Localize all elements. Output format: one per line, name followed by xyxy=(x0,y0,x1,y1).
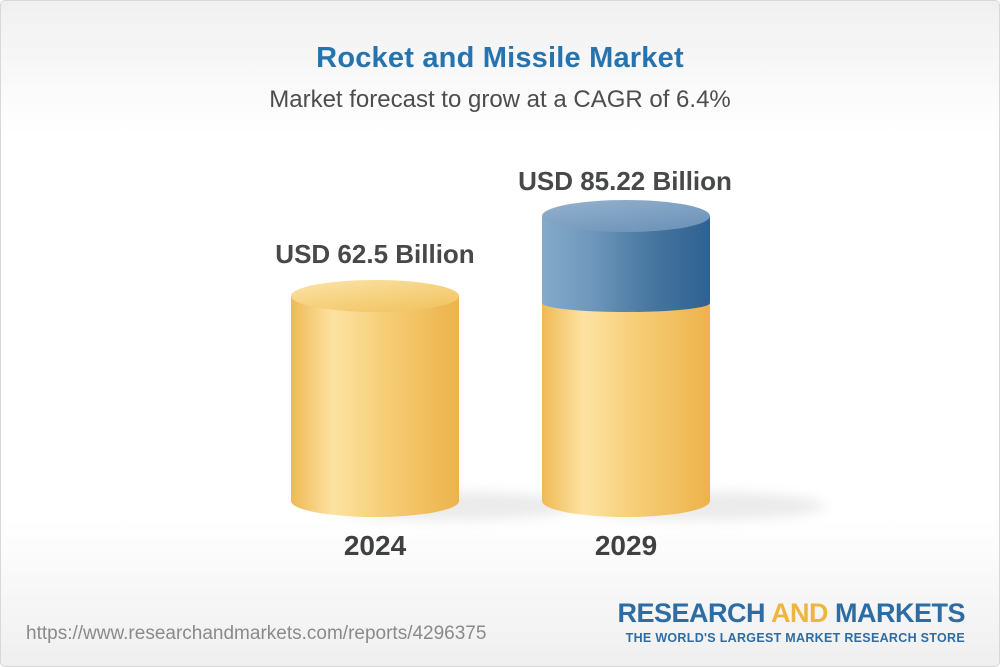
logo-word-research: RESEARCH xyxy=(617,598,765,628)
logo-word-and: AND xyxy=(770,598,829,628)
category-label-2029: 2029 xyxy=(594,530,658,561)
value-label-2029: USD 85.22 Billion xyxy=(518,166,732,196)
logo-tagline: THE WORLD'S LARGEST MARKET RESEARCH STOR… xyxy=(625,630,965,645)
cylinder-2029 xyxy=(542,200,710,517)
category-label-2024: 2024 xyxy=(343,530,407,561)
report-url[interactable]: https://www.researchandmarkets.com/repor… xyxy=(26,623,487,644)
value-label-2024: USD 62.5 Billion xyxy=(275,239,475,269)
research-and-markets-logo: RESEARCH AND MARKETS THE WORLD'S LARGEST… xyxy=(617,598,966,645)
page-title: Rocket and Missile Market xyxy=(316,42,684,74)
logo-wordmark: RESEARCH AND MARKETS xyxy=(617,598,966,629)
logo-word-markets: MARKETS xyxy=(835,598,966,628)
cylinder-2024 xyxy=(291,280,459,517)
page-subtitle: Market forecast to grow at a CAGR of 6.4… xyxy=(269,86,731,113)
cylinder-2029-growth-segment xyxy=(542,216,710,312)
cylinder-2029-base-segment xyxy=(542,303,710,517)
